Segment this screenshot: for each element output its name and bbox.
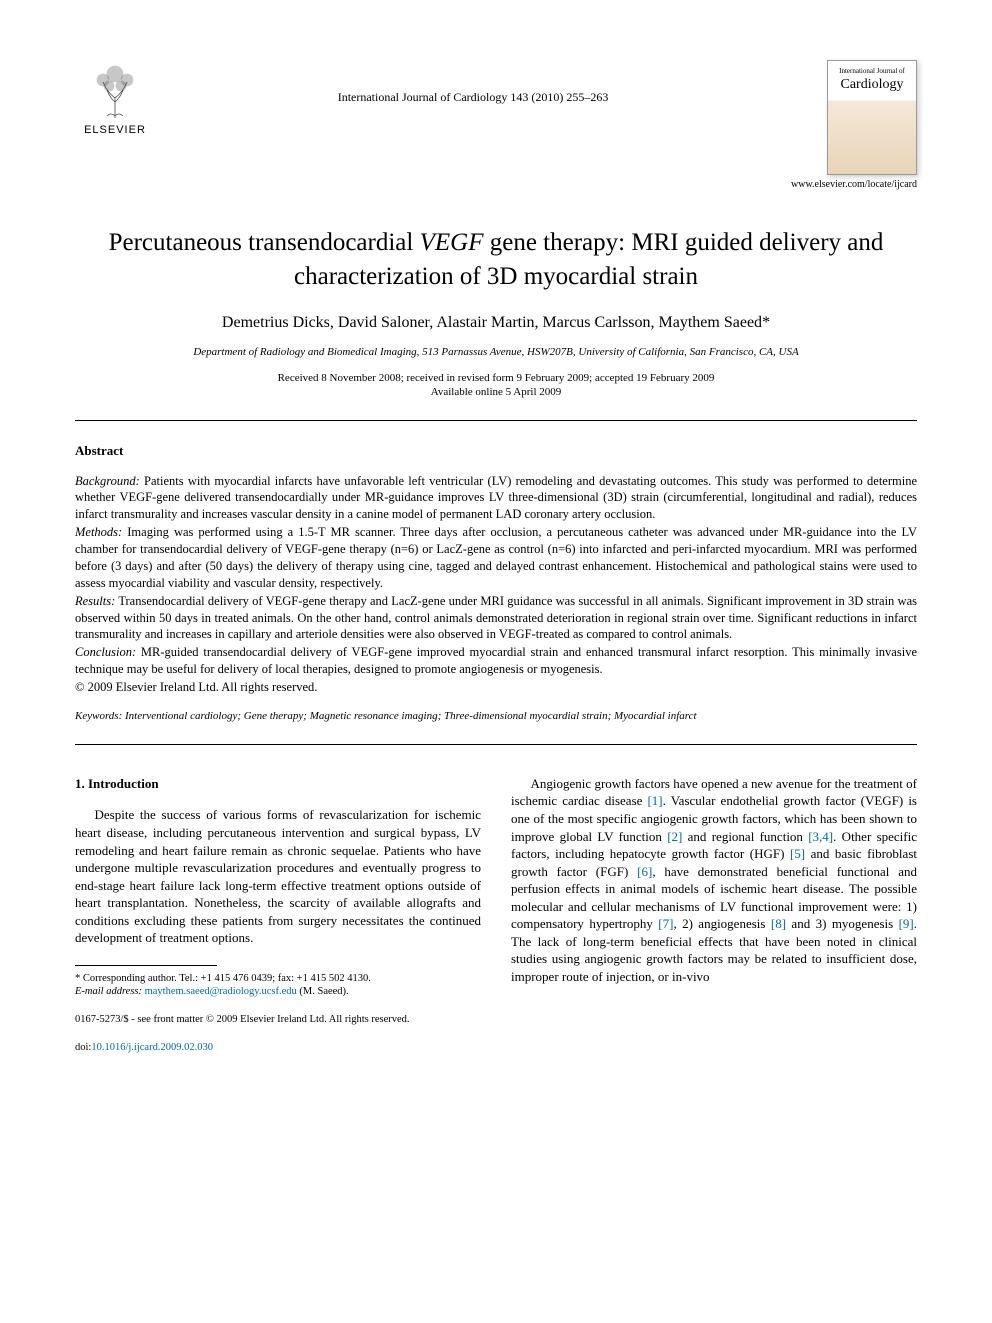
journal-cover-wrap: International Journal of Cardiology www.… [791,60,917,190]
keywords-label: Keywords: [75,710,122,722]
left-column: 1. Introduction Despite the success of v… [75,775,481,1056]
results-text: Transendocardial delivery of VEGF-gene t… [75,594,917,642]
keywords-text: Interventional cardiology; Gene therapy;… [122,710,696,722]
journal-url[interactable]: www.elsevier.com/locate/ijcard [791,179,917,190]
text-fragment: and 3) myogenesis [786,916,899,931]
methods-label: Methods: [75,525,122,539]
doi-link[interactable]: 10.1016/j.ijcard.2009.02.030 [91,1042,213,1053]
keywords-line: Keywords: Interventional cardiology; Gen… [75,710,917,722]
corresponding-author-footnote: * Corresponding author. Tel.: +1 415 476… [75,972,481,999]
abstract-results: Results: Transendocardial delivery of VE… [75,593,917,644]
text-fragment: and regional function [682,829,808,844]
conclusion-label: Conclusion: [75,645,136,659]
authors-line: Demetrius Dicks, David Saloner, Alastair… [75,314,917,332]
results-label: Results: [75,594,115,608]
methods-text: Imaging was performed using a 1.5-T MR s… [75,525,917,590]
citation-link[interactable]: [6] [637,864,652,879]
author-names: Demetrius Dicks, David Saloner, Alastair… [222,314,762,331]
affiliation: Department of Radiology and Biomedical I… [75,346,917,358]
citation-link[interactable]: [8] [771,916,786,931]
abstract-conclusion: Conclusion: MR-guided transendocardial d… [75,644,917,678]
title-gene-name: VEGF [420,229,484,256]
citation-link[interactable]: [5] [790,846,805,861]
body-columns: 1. Introduction Despite the success of v… [75,775,917,1056]
email-link[interactable]: maythem.saeed@radiology.ucsf.edu [145,986,297,997]
intro-paragraph-2: Angiogenic growth factors have opened a … [511,775,917,986]
journal-reference: International Journal of Cardiology 143 … [155,60,791,105]
abstract-background: Background: Patients with myocardial inf… [75,473,917,524]
abstract-heading: Abstract [75,443,917,459]
article-title: Percutaneous transendocardial VEGF gene … [95,226,897,294]
intro-paragraph-1: Despite the success of various forms of … [75,806,481,946]
conclusion-text: MR-guided transendocardial delivery of V… [75,645,917,676]
page-container: ELSEVIER International Journal of Cardio… [0,0,992,1095]
text-fragment: , 2) angiogenesis [673,916,770,931]
article-dates-1: Received 8 November 2008; received in re… [75,372,917,384]
title-text-1: Percutaneous transendocardial [109,229,420,256]
article-dates-2: Available online 5 April 2009 [75,386,917,398]
abstract-body: Background: Patients with myocardial inf… [75,473,917,696]
header-row: ELSEVIER International Journal of Cardio… [75,60,917,190]
footnote-corr: * Corresponding author. Tel.: +1 415 476… [75,972,481,986]
divider [75,744,917,745]
journal-cover-small-title: International Journal of [839,67,905,75]
doi-line: doi:10.1016/j.ijcard.2009.02.030 [75,1041,481,1055]
email-label: E-mail address: [75,986,142,997]
footnote-separator [75,965,217,966]
elsevier-tree-icon [85,60,145,120]
publisher-logo: ELSEVIER [75,60,155,136]
right-column: Angiogenic growth factors have opened a … [511,775,917,1056]
journal-cover-thumbnail: International Journal of Cardiology [827,60,917,175]
divider [75,420,917,421]
introduction-heading: 1. Introduction [75,775,481,793]
background-label: Background: [75,474,140,488]
citation-link[interactable]: [2] [667,829,682,844]
citation-link[interactable]: [3,4] [808,829,833,844]
publisher-name: ELSEVIER [84,124,146,136]
citation-link[interactable]: [9] [899,916,914,931]
citation-link[interactable]: [7] [658,916,673,931]
abstract-methods: Methods: Imaging was performed using a 1… [75,524,917,592]
email-suffix: (M. Saeed). [297,986,349,997]
front-matter-line: 0167-5273/$ - see front matter © 2009 El… [75,1013,481,1027]
citation-link[interactable]: [1] [647,793,662,808]
footnote-email-line: E-mail address: maythem.saeed@radiology.… [75,985,481,999]
background-text: Patients with myocardial infarcts have u… [75,474,917,522]
journal-cover-large-title: Cardiology [841,77,904,93]
doi-label: doi: [75,1042,91,1053]
abstract-copyright: © 2009 Elsevier Ireland Ltd. All rights … [75,679,917,696]
corresponding-marker: * [762,314,770,331]
